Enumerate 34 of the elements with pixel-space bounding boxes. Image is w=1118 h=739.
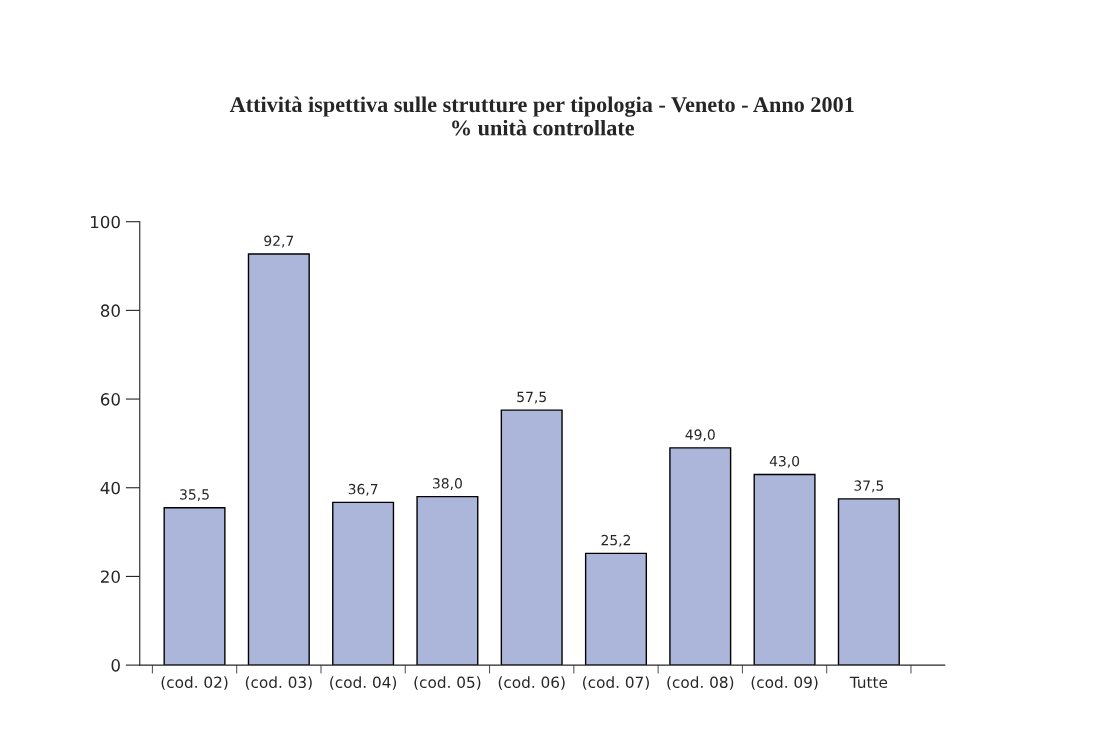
bar bbox=[584, 552, 648, 666]
data-label: 36,7 bbox=[348, 483, 378, 496]
x-tick-label: (cod. 02) bbox=[161, 676, 228, 690]
x-tick-label: (cod. 06) bbox=[498, 676, 565, 690]
data-label: 57,5 bbox=[517, 391, 546, 404]
bar bbox=[753, 473, 816, 666]
data-label: 92,7 bbox=[264, 235, 294, 248]
chart-title: Attività ispettiva sulle strutture per tipologia - Veneto - Anno 2001 % unità controllate bbox=[229, 96, 854, 136]
bar bbox=[247, 253, 310, 666]
data-label: 49,0 bbox=[685, 429, 715, 442]
y-tick-label: 100 bbox=[91, 215, 120, 229]
bar bbox=[837, 498, 900, 666]
data-label: 38,0 bbox=[433, 478, 462, 491]
data-label: 25,2 bbox=[601, 534, 631, 547]
data-label: 37,5 bbox=[854, 480, 884, 493]
x-tick-label: Tutte bbox=[849, 676, 888, 689]
x-tick-label: (cod. 08) bbox=[667, 676, 734, 690]
y-tick-label: 0 bbox=[111, 659, 120, 672]
x-tick-label: (cod. 03) bbox=[245, 676, 312, 690]
y-tick-label: 60 bbox=[100, 393, 120, 406]
x-tick-label: (cod. 05) bbox=[414, 676, 481, 690]
x-tick-label: (cod. 09) bbox=[751, 676, 818, 690]
y-tick-label: 40 bbox=[100, 481, 120, 495]
bar bbox=[500, 409, 563, 666]
y-tick-label: 80 bbox=[100, 304, 120, 317]
x-tick-label: (cod. 07) bbox=[583, 676, 649, 690]
bar bbox=[669, 447, 732, 666]
x-tick-label: (cod. 04) bbox=[330, 676, 397, 690]
data-label: 43,0 bbox=[769, 455, 800, 468]
bar bbox=[163, 506, 226, 666]
y-tick-label: 20 bbox=[101, 570, 120, 583]
data-label: 35,5 bbox=[180, 489, 209, 502]
bar bbox=[416, 495, 479, 666]
bar bbox=[332, 501, 395, 666]
